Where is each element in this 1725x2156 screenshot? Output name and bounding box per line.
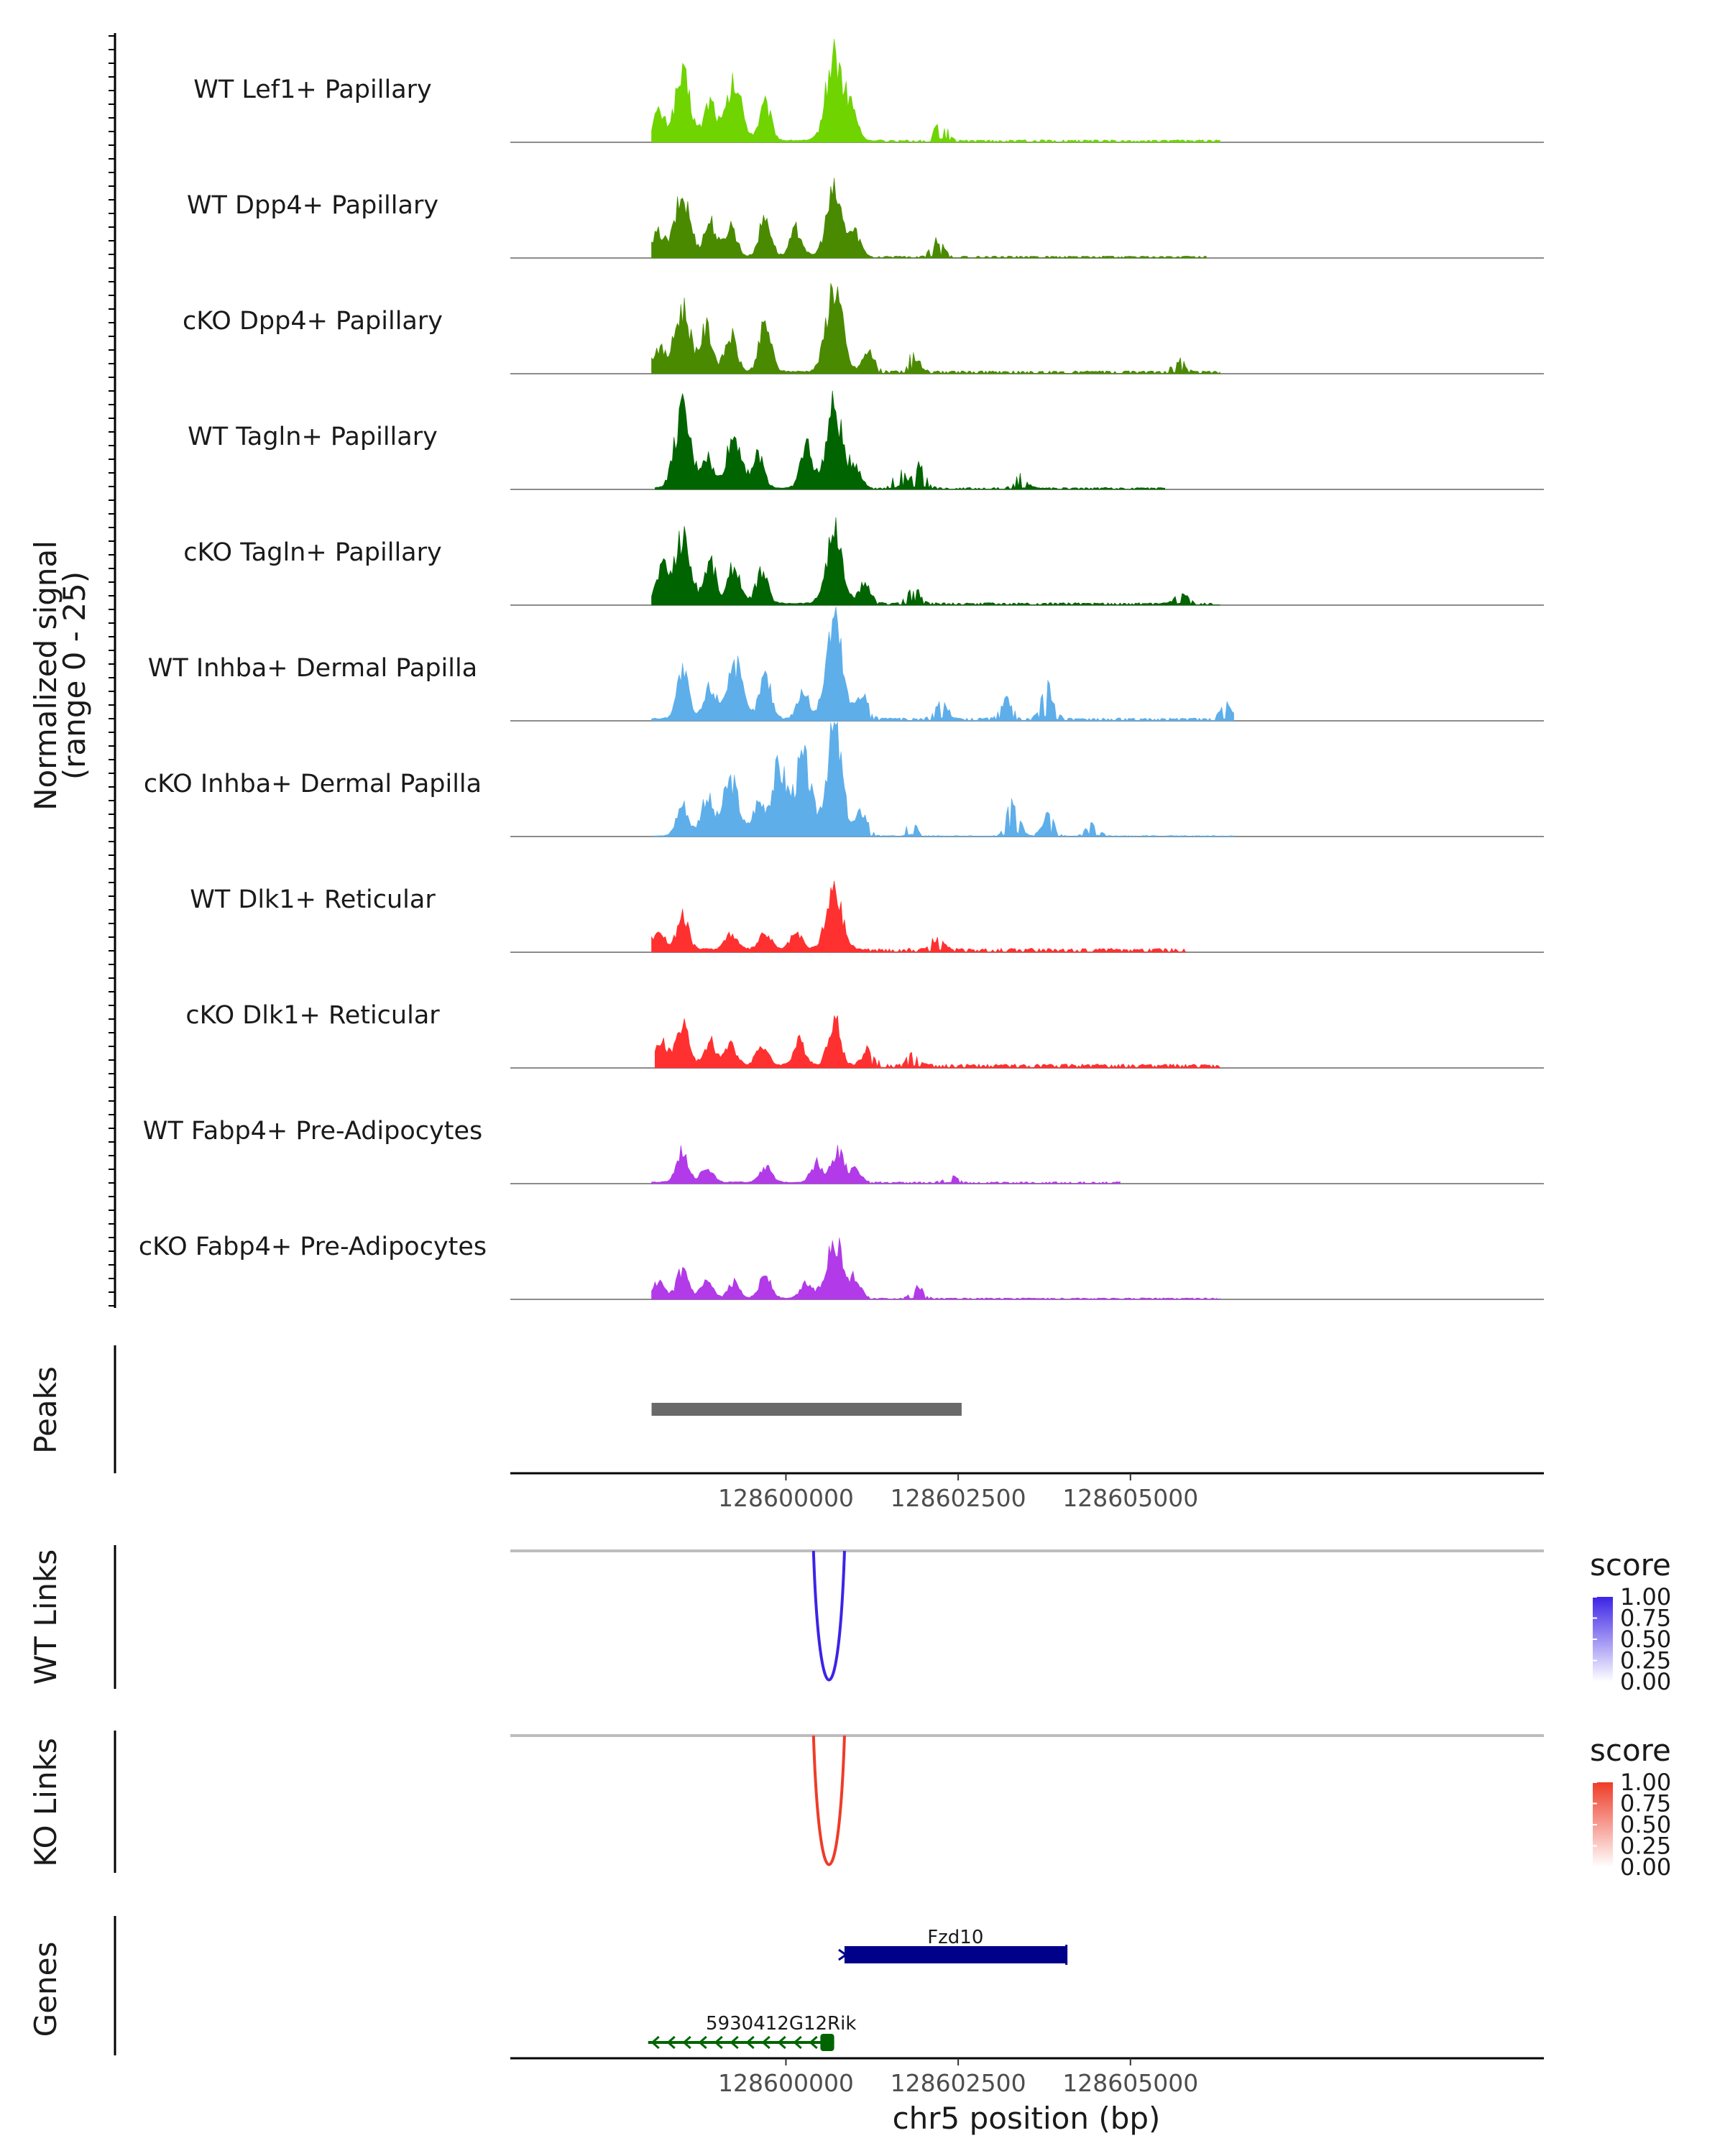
coverage-track: cKO Tagln+ Papillary: [183, 517, 1544, 606]
x-tick-label: 128600000: [718, 2069, 854, 2097]
legend-tick-label: 0.00: [1620, 1853, 1671, 1881]
legend-tick-label: 1.00: [1620, 1583, 1671, 1611]
coverage-track: cKO Fabp4+ Pre-Adipocytes: [139, 1233, 1544, 1300]
track-label: WT Tagln+ Papillary: [188, 423, 438, 451]
x-axis-title: chr5 position (bp): [893, 2101, 1161, 2136]
links-panels: WT Links KO Links: [28, 1545, 1544, 1873]
gene-model: Fzd10: [838, 1927, 1068, 1965]
coverage-track: WT Fabp4+ Pre-Adipocytes: [143, 1117, 1544, 1184]
strand-arrow: [714, 2035, 723, 2050]
coverage-y-ticks: [109, 35, 115, 1307]
track-label: WT Dpp4+ Papillary: [187, 191, 438, 220]
coverage-track: WT Dpp4+ Papillary: [187, 178, 1544, 259]
legend-tick-label: 0.50: [1620, 1626, 1671, 1653]
coverage-track: WT Tagln+ Papillary: [188, 390, 1544, 490]
strand-arrow: [698, 2035, 707, 2050]
track-label: cKO Inhba+ Dermal Papilla: [144, 770, 482, 798]
strand-arrow: [730, 2035, 739, 2050]
strand-arrow: [682, 2035, 691, 2050]
coverage-track: WT Inhba+ Dermal Papilla: [148, 606, 1544, 722]
coverage-track: WT Lef1+ Papillary: [193, 39, 1544, 143]
track-label: cKO Dpp4+ Papillary: [183, 307, 443, 336]
coverage-track: cKO Dpp4+ Papillary: [183, 282, 1544, 374]
coverage-track: WT Dlk1+ Reticular: [190, 880, 1544, 953]
track-label: WT Dlk1+ Reticular: [190, 885, 436, 914]
coverage-area: [651, 880, 1186, 953]
gene-name: Fzd10: [927, 1927, 983, 1948]
wt-links-label: WT Links: [28, 1549, 63, 1685]
x-tick-label: 128605000: [1062, 1484, 1198, 1512]
legend-tick-label: 1.00: [1620, 1769, 1671, 1796]
score-legends: score 1.000.750.500.250.00 score 1.000.7…: [1590, 1547, 1671, 1881]
track-label: WT Fabp4+ Pre-Adipocytes: [143, 1117, 482, 1146]
coverage-area: [655, 390, 1165, 490]
gene-model: 5930412G12Rik: [648, 2013, 856, 2051]
strand-arrow: [838, 1948, 848, 1961]
strand-arrow: [777, 2035, 786, 2050]
peaks-label: Peaks: [28, 1366, 63, 1454]
legend-tick-label: 0.00: [1620, 1668, 1671, 1695]
x-tick-label: 128602500: [891, 1484, 1026, 1512]
strand-arrow: [761, 2035, 770, 2050]
coverage-area: [651, 178, 1207, 259]
track-label: WT Inhba+ Dermal Papilla: [148, 654, 477, 683]
coverage-area: [651, 517, 1220, 606]
track-label: cKO Dlk1+ Reticular: [185, 1001, 440, 1030]
coverage-track: cKO Dlk1+ Reticular: [185, 1001, 1544, 1069]
coverage-ylabel: Normalized signal: [28, 540, 63, 811]
legend-tick-label: 0.50: [1620, 1811, 1671, 1838]
legend-tick-label: 0.25: [1620, 1833, 1671, 1860]
ko-link-arc: [811, 1735, 846, 1866]
coverage-area: [655, 1015, 1220, 1069]
gene-exon: [844, 1946, 1067, 1963]
ko-links-label: KO Links: [28, 1738, 63, 1867]
coverage-area: [651, 721, 1234, 837]
coverage-area: [651, 1145, 1121, 1184]
legend-tick-label: 0.75: [1620, 1605, 1671, 1632]
gene-name: 5930412G12Rik: [706, 2013, 856, 2035]
track-label: cKO Tagln+ Papillary: [183, 538, 442, 567]
coverage-area: [651, 39, 1220, 143]
coverage-ylabel-range: (range 0 - 25): [57, 571, 92, 780]
x-tick-label: 128605000: [1062, 2069, 1198, 2097]
x-tick-label: 128600000: [718, 1484, 854, 1512]
wt-link-arc: [811, 1550, 846, 1682]
track-label: WT Lef1+ Papillary: [193, 75, 432, 104]
strand-arrow: [809, 2035, 818, 2050]
coverage-area: [651, 1238, 1220, 1300]
wt-score-legend-title: score: [1590, 1547, 1671, 1583]
coverage-area: [651, 282, 1220, 374]
coverage-area: [651, 606, 1234, 722]
strand-arrow: [793, 2035, 802, 2050]
track-label: cKO Fabp4+ Pre-Adipocytes: [139, 1233, 487, 1261]
gene-exon: [820, 2034, 834, 2051]
legend-tick-label: 0.75: [1620, 1790, 1671, 1818]
ko-score-legend-title: score: [1590, 1733, 1671, 1768]
coverage-track: cKO Inhba+ Dermal Papilla: [144, 721, 1544, 837]
strand-arrow: [650, 2035, 660, 2050]
strand-arrow: [745, 2035, 755, 2050]
legend-tick-label: 0.25: [1620, 1647, 1671, 1674]
peak-bar: [651, 1403, 962, 1416]
genes-panel: Genes Fzd10 5930412G12Rik 128600000 128602…: [28, 1916, 1544, 2136]
strand-arrow: [666, 2035, 676, 2050]
genes-label: Genes: [28, 1942, 63, 2037]
x-tick-label: 128602500: [891, 2069, 1026, 2097]
peaks-panel: Peaks 128600000 128602500 128605000: [28, 1345, 1544, 1512]
coverage-panel: Normalized signal (range 0 - 25) WT Lef1…: [28, 33, 1544, 1308]
